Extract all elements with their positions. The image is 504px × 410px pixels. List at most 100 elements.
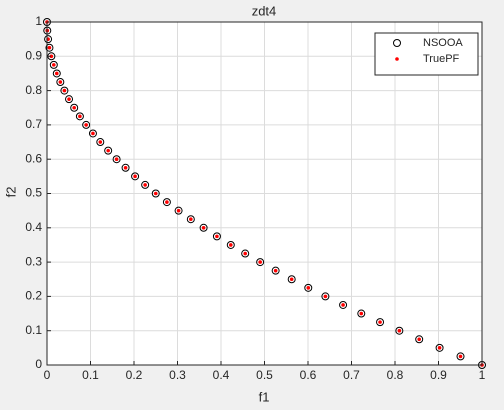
point	[49, 60, 58, 69]
y-tick-label: 0.9	[25, 48, 42, 62]
point	[273, 268, 278, 273]
point	[271, 266, 280, 275]
point	[435, 343, 444, 352]
point	[60, 86, 69, 95]
point	[437, 346, 442, 350]
x-axis-label: f1	[259, 389, 270, 404]
x-tick-label: 0.5	[256, 368, 273, 382]
x-tick-label: 0.4	[213, 368, 230, 382]
point	[70, 103, 79, 112]
point	[58, 80, 63, 84]
y-tick-label: 0.2	[25, 289, 42, 303]
point	[417, 337, 421, 342]
point	[376, 318, 385, 327]
y-tick-label: 0.3	[25, 254, 42, 268]
point	[339, 300, 348, 309]
point	[98, 140, 103, 144]
point	[44, 35, 53, 44]
point	[82, 120, 91, 129]
x-tick-label: 0.8	[387, 368, 404, 382]
point	[47, 45, 52, 50]
point	[341, 303, 345, 307]
point	[456, 352, 465, 361]
point	[415, 335, 424, 344]
point	[321, 292, 330, 301]
x-tick-label: 0.9	[430, 368, 447, 382]
point	[458, 354, 463, 359]
point	[143, 183, 147, 187]
legend-marker	[393, 39, 401, 47]
point	[243, 251, 247, 256]
point	[256, 258, 265, 267]
point	[162, 198, 171, 207]
point	[52, 69, 61, 78]
point	[215, 234, 219, 239]
point	[201, 226, 206, 230]
x-tick-label: 0.2	[126, 368, 143, 382]
point	[189, 217, 193, 222]
point	[96, 138, 105, 147]
point	[51, 63, 56, 67]
point	[72, 105, 76, 110]
legend-marker	[395, 57, 399, 61]
point	[241, 249, 250, 258]
point	[151, 189, 160, 198]
point	[112, 155, 121, 164]
chart-title: zdt4	[252, 3, 277, 18]
point	[397, 328, 402, 333]
y-tick-label: 0.4	[25, 220, 42, 234]
legend-label: NSOOA	[423, 37, 463, 49]
point	[88, 129, 97, 138]
point	[357, 309, 366, 318]
y-tick-label: 0.5	[25, 186, 42, 200]
point	[67, 97, 71, 101]
y-tick-label: 1	[35, 14, 42, 28]
point	[165, 200, 169, 204]
legend-label: TruePF	[423, 53, 460, 65]
point	[56, 78, 65, 87]
legend: NSOOA TruePF	[374, 32, 479, 76]
point	[212, 232, 221, 241]
ticks: 0 0.1 0.2 0.3 0.4 0.5 0.6 0.7 0.8 0.9 1 0 0.1 0.2 0.3 0…	[25, 14, 485, 382]
point	[104, 146, 113, 155]
point	[323, 294, 328, 299]
point	[306, 286, 311, 290]
y-axis-label: f2	[3, 187, 18, 198]
y-tick-label: 0.6	[25, 151, 42, 165]
point	[359, 311, 364, 316]
x-tick-label: 0	[44, 368, 51, 382]
x-tick-label: 0.3	[169, 368, 186, 382]
point	[174, 206, 183, 215]
point	[304, 283, 313, 292]
point	[226, 240, 235, 249]
point	[395, 326, 404, 335]
point	[78, 114, 82, 119]
point	[153, 191, 158, 196]
point	[141, 180, 150, 189]
point	[121, 163, 130, 172]
point	[49, 54, 54, 59]
point	[54, 71, 59, 76]
point	[186, 215, 195, 224]
point	[75, 112, 84, 121]
point	[123, 165, 128, 170]
point	[65, 95, 74, 104]
point	[62, 88, 67, 93]
point	[378, 320, 382, 324]
point	[133, 174, 137, 179]
point	[199, 223, 208, 232]
point	[131, 172, 140, 181]
y-tick-label: 0	[35, 357, 42, 371]
point	[84, 123, 88, 127]
x-tick-label: 0.1	[82, 368, 99, 382]
y-tick-label: 0.8	[25, 83, 42, 97]
x-tick-label: 0.7	[343, 368, 360, 382]
x-tick-label: 0.6	[300, 368, 317, 382]
point	[287, 275, 296, 284]
legend-box	[374, 32, 479, 76]
x-tick-label: 1	[479, 368, 486, 382]
point	[106, 148, 110, 153]
point	[289, 277, 294, 282]
point	[258, 260, 262, 264]
